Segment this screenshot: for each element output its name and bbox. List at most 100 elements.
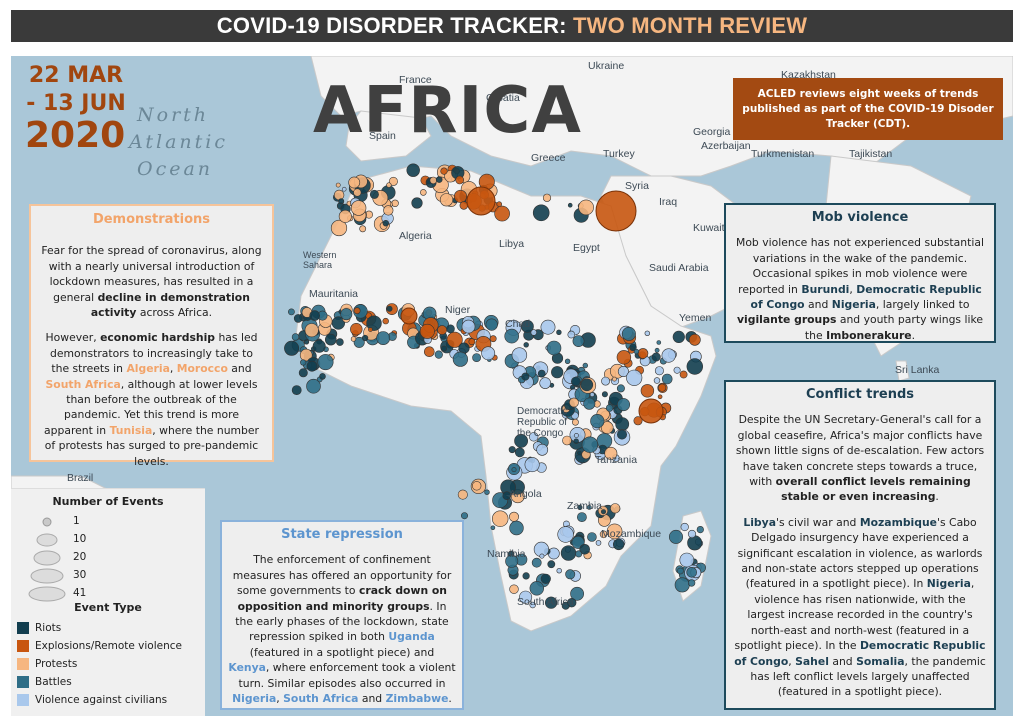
event-marker[interactable]	[291, 333, 300, 341]
event-marker[interactable]	[661, 373, 673, 385]
event-marker[interactable]	[502, 491, 512, 501]
link-nigeria[interactable]: Nigeria	[232, 692, 277, 706]
link-somalia[interactable]: Somalia	[856, 654, 905, 668]
event-marker[interactable]	[406, 163, 420, 177]
event-marker[interactable]	[382, 317, 389, 325]
event-marker[interactable]	[528, 432, 539, 442]
event-marker[interactable]	[570, 586, 584, 601]
event-marker[interactable]	[359, 225, 367, 233]
event-marker[interactable]	[453, 189, 467, 203]
event-marker[interactable]	[324, 333, 337, 346]
event-marker[interactable]	[386, 182, 392, 188]
event-marker[interactable]	[348, 176, 361, 189]
event-marker[interactable]	[626, 369, 643, 386]
link-drc[interactable]: Democratic Republic of Congo	[750, 282, 982, 312]
event-marker[interactable]	[369, 189, 379, 199]
event-marker[interactable]	[557, 526, 574, 543]
event-marker[interactable]	[423, 346, 435, 358]
event-marker[interactable]	[532, 204, 550, 222]
event-marker[interactable]	[494, 205, 510, 222]
event-marker[interactable]	[298, 368, 308, 378]
event-marker[interactable]	[489, 335, 497, 343]
event-marker[interactable]	[460, 512, 468, 520]
legend-type-vac[interactable]: Violence against civilians	[17, 693, 167, 709]
event-marker[interactable]	[605, 404, 614, 412]
event-marker[interactable]	[437, 325, 447, 335]
event-marker[interactable]	[577, 504, 583, 511]
event-marker[interactable]	[672, 330, 685, 344]
event-marker[interactable]	[600, 509, 606, 515]
event-marker[interactable]	[461, 319, 476, 334]
link-uganda[interactable]: Uganda	[388, 630, 435, 644]
event-marker[interactable]	[687, 535, 703, 551]
link-nigeria[interactable]: Nigeria	[926, 577, 971, 591]
event-marker[interactable]	[446, 324, 455, 334]
event-marker[interactable]	[531, 557, 542, 568]
event-marker[interactable]	[317, 354, 334, 371]
link-sahel[interactable]: Sahel	[795, 654, 829, 668]
event-marker[interactable]	[484, 489, 490, 495]
event-marker[interactable]	[686, 566, 698, 578]
event-marker[interactable]	[651, 352, 661, 362]
event-marker[interactable]	[350, 200, 367, 216]
event-marker-large[interactable]	[400, 307, 418, 325]
event-marker[interactable]	[696, 526, 704, 534]
event-marker[interactable]	[570, 376, 581, 387]
event-marker[interactable]	[419, 323, 435, 339]
event-marker[interactable]	[612, 376, 617, 382]
event-marker[interactable]	[340, 308, 353, 321]
event-marker[interactable]	[419, 189, 427, 196]
event-marker[interactable]	[580, 378, 594, 392]
event-marker[interactable]	[511, 347, 528, 363]
event-marker[interactable]	[309, 310, 321, 321]
event-marker[interactable]	[509, 584, 519, 594]
event-marker[interactable]	[577, 512, 587, 522]
event-marker[interactable]	[505, 554, 519, 568]
event-marker[interactable]	[540, 319, 556, 335]
event-marker[interactable]	[353, 307, 361, 315]
event-marker[interactable]	[539, 377, 552, 389]
event-marker[interactable]	[388, 176, 398, 186]
map[interactable]: Ukraine Kazakhstan France Croatia Spain …	[11, 56, 1013, 716]
event-marker[interactable]	[604, 446, 618, 460]
event-marker[interactable]	[590, 414, 605, 429]
legend-type-explosions[interactable]: Explosions/Remote violence	[17, 639, 182, 655]
event-marker[interactable]	[567, 202, 573, 208]
event-marker[interactable]	[514, 447, 525, 458]
event-marker[interactable]	[440, 167, 448, 175]
event-marker[interactable]	[617, 365, 629, 377]
event-marker[interactable]	[600, 421, 614, 434]
event-marker[interactable]	[688, 333, 701, 346]
event-marker[interactable]	[561, 601, 570, 610]
event-marker[interactable]	[485, 318, 498, 331]
event-marker[interactable]	[459, 201, 468, 210]
link-south-africa[interactable]: South Africa	[45, 377, 121, 391]
link-tunisia[interactable]: Tunisia	[109, 423, 153, 437]
event-marker[interactable]	[539, 553, 545, 559]
event-marker[interactable]	[366, 315, 382, 331]
event-marker[interactable]	[350, 323, 363, 336]
event-marker[interactable]	[490, 525, 496, 531]
event-marker[interactable]	[472, 481, 482, 491]
event-marker[interactable]	[481, 346, 496, 361]
event-marker[interactable]	[616, 429, 627, 440]
event-marker[interactable]	[350, 336, 357, 342]
event-marker[interactable]	[575, 550, 583, 558]
event-marker[interactable]	[376, 331, 391, 345]
event-marker[interactable]	[319, 373, 326, 380]
event-marker[interactable]	[633, 416, 643, 426]
event-marker[interactable]	[547, 560, 556, 569]
event-marker[interactable]	[304, 323, 319, 338]
event-marker[interactable]	[335, 182, 341, 188]
event-marker[interactable]	[452, 351, 469, 367]
event-marker[interactable]	[616, 350, 632, 365]
event-marker[interactable]	[434, 350, 443, 359]
event-marker[interactable]	[386, 305, 393, 312]
event-marker[interactable]	[529, 601, 536, 609]
event-marker-large[interactable]	[595, 190, 637, 232]
event-marker[interactable]	[686, 358, 703, 375]
event-marker[interactable]	[468, 338, 476, 346]
link-drc[interactable]: Democratic Republic of Congo	[734, 639, 986, 668]
event-marker[interactable]	[368, 327, 373, 332]
event-marker[interactable]	[572, 335, 585, 347]
